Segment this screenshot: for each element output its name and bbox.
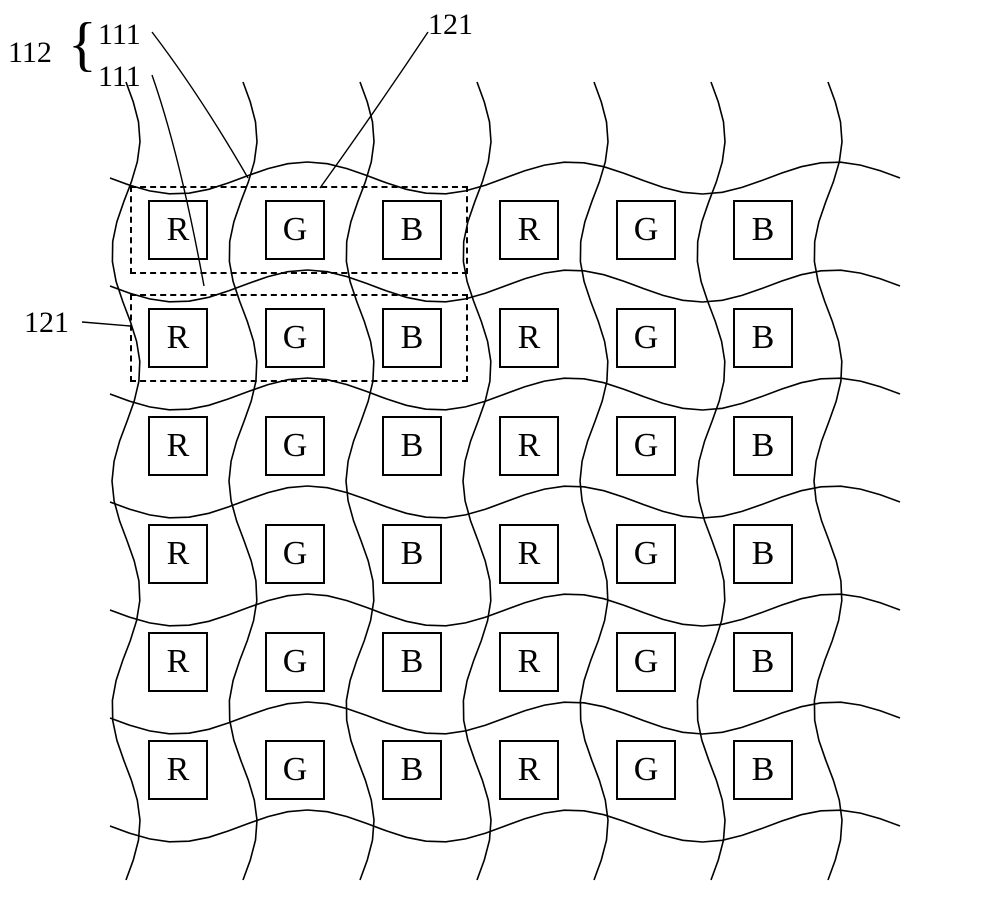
sub-pixel: R <box>499 632 559 692</box>
sub-pixel: B <box>733 308 793 368</box>
horizontal-wire <box>110 162 900 194</box>
sub-pixel: R <box>499 416 559 476</box>
sub-pixel: G <box>616 200 676 260</box>
leader-line <box>82 322 130 326</box>
pixel-row: RGBRGB <box>148 632 793 692</box>
sub-pixel: R <box>499 740 559 800</box>
sub-pixel: R <box>499 200 559 260</box>
sub-pixel: B <box>382 416 442 476</box>
sub-pixel: B <box>733 740 793 800</box>
label-121-top: 121 <box>428 8 473 42</box>
sub-pixel: G <box>265 632 325 692</box>
sub-pixel: G <box>616 524 676 584</box>
sub-pixel: G <box>265 200 325 260</box>
pixel-grid: RGBRGBRGBRGBRGBRGBRGBRGBRGBRGBRGBRGB <box>148 200 793 848</box>
brace-112: { <box>68 14 97 74</box>
sub-pixel: B <box>382 740 442 800</box>
sub-pixel: B <box>733 632 793 692</box>
sub-pixel: B <box>733 524 793 584</box>
leader-line <box>152 32 248 178</box>
label-111-b: 111 <box>98 60 141 94</box>
sub-pixel: R <box>148 524 208 584</box>
sub-pixel: R <box>499 524 559 584</box>
sub-pixel: B <box>382 524 442 584</box>
label-121-left: 121 <box>24 306 69 340</box>
sub-pixel: R <box>499 308 559 368</box>
pixel-row: RGBRGB <box>148 740 793 800</box>
sub-pixel: B <box>733 200 793 260</box>
sub-pixel: R <box>148 740 208 800</box>
pixel-row: RGBRGB <box>148 524 793 584</box>
label-112: 112 <box>8 36 52 70</box>
sub-pixel: R <box>148 200 208 260</box>
pixel-row: RGBRGB <box>148 308 793 368</box>
sub-pixel: B <box>382 200 442 260</box>
vertical-wire <box>814 82 842 880</box>
pixel-row: RGBRGB <box>148 200 793 260</box>
sub-pixel: B <box>382 308 442 368</box>
sub-pixel: G <box>616 740 676 800</box>
vertical-wire <box>112 82 140 880</box>
sub-pixel: G <box>265 416 325 476</box>
sub-pixel: G <box>616 632 676 692</box>
sub-pixel: G <box>265 740 325 800</box>
sub-pixel: B <box>733 416 793 476</box>
pixel-row: RGBRGB <box>148 416 793 476</box>
sub-pixel: G <box>265 524 325 584</box>
sub-pixel: R <box>148 632 208 692</box>
sub-pixel: G <box>616 308 676 368</box>
leader-line <box>320 32 428 188</box>
diagram-canvas: RGBRGBRGBRGBRGBRGBRGBRGBRGBRGBRGBRGB { 1… <box>0 0 1000 915</box>
sub-pixel: R <box>148 308 208 368</box>
sub-pixel: G <box>616 416 676 476</box>
sub-pixel: G <box>265 308 325 368</box>
sub-pixel: B <box>382 632 442 692</box>
sub-pixel: R <box>148 416 208 476</box>
label-111-a: 111 <box>98 18 141 52</box>
